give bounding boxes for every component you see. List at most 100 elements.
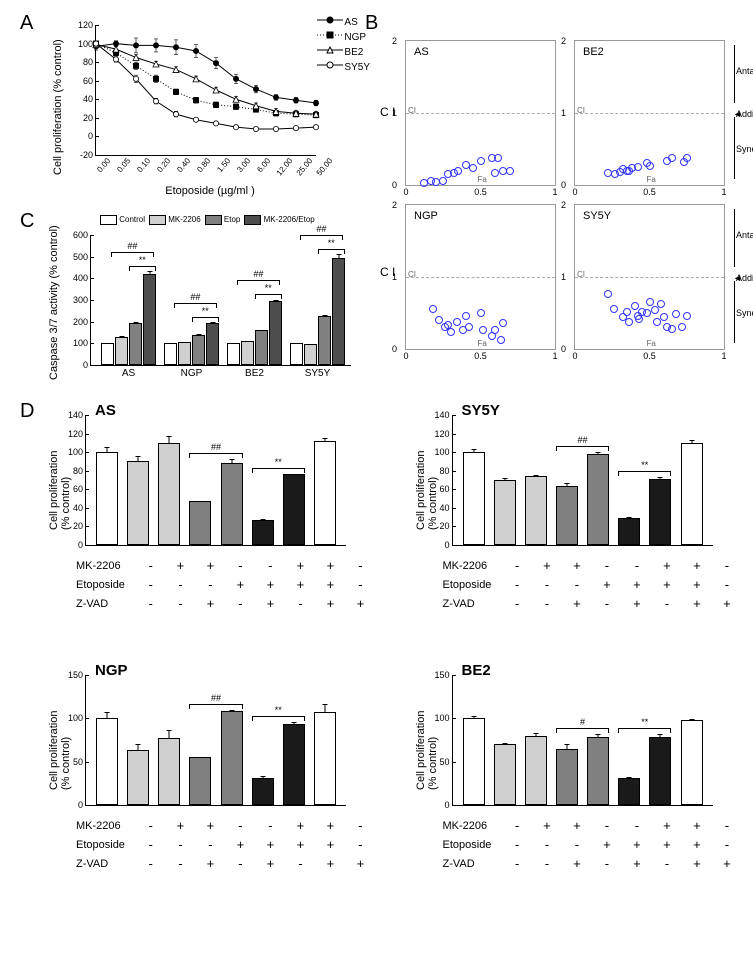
panel-a-xtick: 50.00 <box>313 155 334 177</box>
ci-plot-title: AS <box>414 46 429 58</box>
panel-d-condition-table: MK-2206-++--++-Etoposide---++++-Z-VAD--+… <box>73 815 377 874</box>
panel-c-legend: Control MK-2206 Etop MK-2206/Etop <box>100 215 315 225</box>
ci-point <box>623 308 631 316</box>
panel-d-bar <box>127 461 149 545</box>
ci-plot-title: NGP <box>414 210 438 222</box>
ci-point <box>435 316 443 324</box>
panel-c-group-label: BE2 <box>245 365 264 379</box>
panel-d-bar <box>127 750 149 805</box>
panel-d-plot-sy5y: SY5YCell proliferation(% control)0204060… <box>397 410 744 640</box>
panel-c-legend-item: Etop <box>205 215 241 225</box>
panel-c-ylabel: Caspase 3/7 activity (% control) <box>48 225 60 380</box>
panel-c-bar <box>192 335 205 365</box>
panel-b: C I C I ASCI01200.51FaBE2CI01200.51FaAnt… <box>380 20 740 360</box>
panel-a-legend: ASNGPBE2SY5Y <box>316 15 370 75</box>
panel-d-bar <box>525 476 547 545</box>
panel-d-bar <box>96 718 118 805</box>
panel-d-bar <box>556 749 578 805</box>
panel-d-bar <box>494 480 516 545</box>
panel-c-bar <box>101 343 114 365</box>
ci-point <box>643 309 651 317</box>
panel-c-bar <box>206 323 219 365</box>
panel-d-bar <box>494 744 516 805</box>
panel-d-bar <box>221 463 243 545</box>
panel-c-legend-item: MK-2206 <box>149 215 201 225</box>
ci-point <box>462 312 470 320</box>
panel-d-bar <box>189 757 211 805</box>
panel-c-bar <box>227 343 240 365</box>
ci-point <box>453 318 461 326</box>
panel-d-bar <box>283 724 305 805</box>
panel-d-bar <box>525 736 547 805</box>
panel-d-bar <box>252 520 274 545</box>
ci-point <box>429 305 437 313</box>
panel-c-chart: Caspase 3/7 activity (% control) Control… <box>40 215 370 395</box>
ci-point <box>646 162 654 170</box>
ci-point <box>469 164 477 172</box>
panel-c-bar <box>290 343 303 365</box>
panel-a-legend-label: SY5Y <box>344 61 370 75</box>
panel-a-ytick: 80 <box>83 57 96 67</box>
ci-point <box>657 300 665 308</box>
panel-d-bar <box>463 718 485 805</box>
ci-point <box>447 328 455 336</box>
panel-a-xtick: 1.50 <box>214 155 232 174</box>
ci-point <box>668 325 676 333</box>
panel-d-bar <box>618 778 640 805</box>
panel-a-ytick: 120 <box>78 20 96 30</box>
panel-a-xlabel: Etoposide (µg/ml ) <box>140 185 280 197</box>
panel-a-ytick: 60 <box>83 76 96 86</box>
panel-d-bar <box>314 712 336 805</box>
panel-c-bar <box>129 323 142 365</box>
panel-c-bar <box>241 341 254 365</box>
panel-a-ytick: 0 <box>88 131 96 141</box>
panel-c-legend-item: Control <box>100 215 145 225</box>
panel-d-bar <box>463 452 485 545</box>
panel-c-bar <box>115 337 128 365</box>
panel-c-bar <box>143 274 156 365</box>
ci-point <box>477 309 485 317</box>
ci-point <box>631 302 639 310</box>
ci-point <box>646 298 654 306</box>
panel-a-legend-label: NGP <box>344 31 366 45</box>
panel-a-label: A <box>20 12 33 35</box>
panel-a-ytick: 40 <box>83 94 96 104</box>
ci-point <box>634 163 642 171</box>
panel-a-xtick: 12.00 <box>273 155 294 177</box>
panel-a-xtick: 0.05 <box>114 155 132 174</box>
ci-point <box>678 323 686 331</box>
ci-point <box>672 310 680 318</box>
panel-d-bar <box>681 443 703 545</box>
ci-plot-title: SY5Y <box>583 210 611 222</box>
ci-point <box>668 154 676 162</box>
panel-a-ytick: -20 <box>80 150 96 160</box>
panel-a-chart: Cell proliferation (% control) -20020406… <box>40 20 340 190</box>
panel-d-condition-table: MK-2206-++--++-Etoposide---++++-Z-VAD--+… <box>440 555 744 614</box>
ci-point <box>477 157 485 165</box>
panel-a-xtick: 3.00 <box>234 155 252 174</box>
panel-a-ytick: 20 <box>83 113 96 123</box>
panel-a-xtick: 25.00 <box>293 155 314 177</box>
panel-d-plot-as: ASCell proliferation(% control)020406080… <box>30 410 377 640</box>
panel-a-xtick: 0.40 <box>174 155 192 174</box>
panel-d-bar <box>649 737 671 805</box>
panel-d-bar <box>252 778 274 805</box>
ci-point <box>604 290 612 298</box>
panel-d-ylabel: Cell proliferation(% control) <box>415 451 439 530</box>
ci-point <box>506 167 514 175</box>
panel-c-bar <box>164 343 177 365</box>
panel-d-condition-table: MK-2206-++--++-Etoposide---++++-Z-VAD--+… <box>440 815 744 874</box>
panel-d-bar <box>587 454 609 545</box>
panel-d-bar <box>587 737 609 805</box>
panel-a-xtick: 0.20 <box>154 155 172 174</box>
panel-d: ASCell proliferation(% control)020406080… <box>30 410 743 940</box>
panel-d-bar <box>158 738 180 805</box>
panel-c-bar <box>318 316 331 365</box>
panel-d-ylabel: Cell proliferation(% control) <box>48 451 72 530</box>
ci-plot-sy5y: SY5YCI01200.51FaAntagonisticAdditiveSyne… <box>574 204 725 350</box>
panel-d-plot-be2: BE2Cell proliferation(% control)05010015… <box>397 670 744 900</box>
ci-plot-as: ASCI01200.51Fa <box>405 40 556 186</box>
panel-d-bar <box>314 441 336 545</box>
ci-point <box>683 312 691 320</box>
ci-point <box>499 319 507 327</box>
